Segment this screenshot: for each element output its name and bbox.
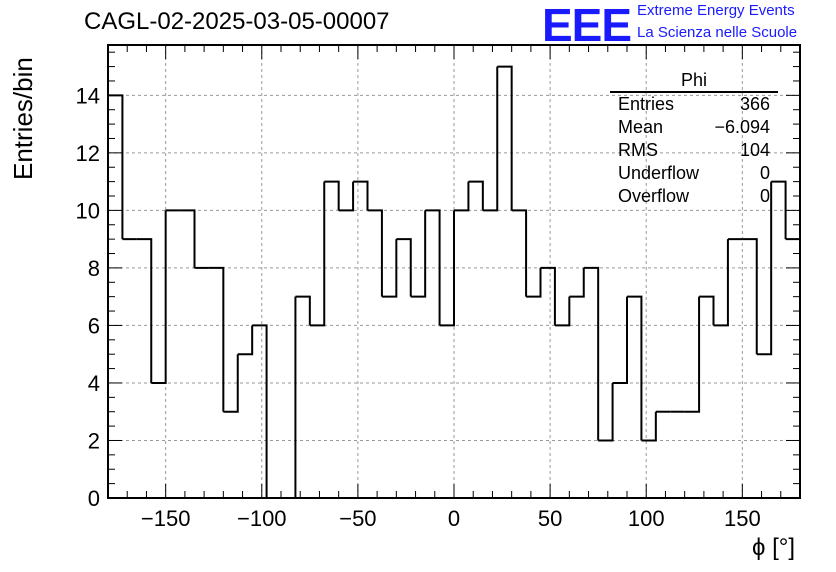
stats-row-entries: Entries 366 — [610, 93, 778, 116]
y-tick-label: 8 — [88, 256, 100, 281]
x-tick-label: −150 — [141, 506, 191, 531]
logo-line-1: Extreme Energy Events — [637, 2, 795, 19]
stats-value: −6.094 — [714, 117, 770, 137]
histogram-bin — [367, 209, 383, 297]
histogram-bin — [627, 295, 643, 441]
histogram-bin — [641, 411, 657, 442]
stats-key: RMS — [618, 140, 658, 160]
stats-value: 104 — [739, 140, 770, 160]
stats-box: Phi Entries 366 Mean −6.094 RMS 104 Unde… — [610, 70, 778, 208]
x-tick-label: −50 — [339, 506, 376, 531]
histogram-bin — [180, 209, 196, 268]
histogram-bin — [338, 181, 355, 212]
y-axis-label: Entries/bin — [8, 57, 38, 180]
y-tick-label: 4 — [88, 371, 100, 396]
stats-value: 366 — [739, 94, 770, 114]
histogram-bin — [295, 295, 311, 326]
tick-labels: −150 −100 −50 0 50 100 150 0 2 4 6 8 10 12 14 — [76, 83, 761, 531]
stats-key: Overflow — [618, 186, 690, 206]
histogram-bin — [468, 180, 484, 211]
stats-title: Phi — [610, 70, 778, 93]
histogram-bin — [540, 266, 556, 326]
logo-line-2: La Scienza nelle Scuole — [637, 24, 798, 41]
histogram-bin — [713, 239, 729, 327]
histogram-bin — [237, 325, 254, 356]
stats-row-overflow: Overflow 0 — [610, 185, 778, 208]
y-tick-label: 12 — [76, 141, 100, 166]
histogram-bin — [309, 181, 326, 327]
histogram-bin — [583, 266, 600, 441]
histogram-bin — [454, 181, 470, 212]
histogram-bin — [497, 65, 513, 211]
histogram-bin — [569, 267, 585, 298]
histogram-bin — [699, 295, 715, 326]
histogram-bin — [482, 66, 499, 212]
x-tick-label: 150 — [724, 506, 761, 531]
stats-key: Underflow — [618, 163, 700, 183]
histogram-bin — [684, 296, 701, 413]
eee-logo: EEE — [542, 0, 632, 51]
histogram-bin — [742, 238, 758, 355]
x-tick-label: 50 — [538, 506, 562, 531]
histogram-bin — [252, 324, 268, 498]
y-tick-label: 2 — [88, 428, 100, 453]
histogram-bin — [381, 239, 398, 298]
histogram-bin — [208, 266, 225, 412]
histogram-bin — [598, 382, 614, 442]
histogram-bin — [136, 238, 153, 383]
histogram-bin — [771, 180, 787, 240]
histogram-bin — [554, 296, 571, 327]
stats-key: Entries — [618, 94, 675, 114]
stats-row-underflow: Underflow 0 — [610, 162, 778, 185]
histogram-bin — [223, 354, 239, 413]
histogram-bin — [439, 210, 455, 327]
stats-row-mean: Mean −6.094 — [610, 116, 778, 139]
histogram-bin — [353, 180, 369, 211]
stats-value: 0 — [759, 163, 770, 183]
stats-key: Mean — [618, 117, 664, 137]
axis-ticks — [108, 45, 800, 498]
histogram-bin — [526, 267, 542, 298]
histogram-bin — [410, 210, 427, 298]
histogram-bin — [511, 209, 528, 297]
histogram-bin — [612, 296, 628, 384]
y-tick-label: 10 — [76, 198, 100, 223]
x-tick-label: −100 — [237, 506, 287, 531]
histogram-bin — [281, 296, 297, 499]
stats-value: 0 — [759, 186, 770, 206]
x-tick-label: 0 — [448, 506, 460, 531]
y-tick-label: 14 — [76, 83, 100, 108]
histogram-bin — [425, 209, 441, 326]
stats-row-rms: RMS 104 — [610, 139, 778, 162]
y-tick-label: 0 — [88, 486, 100, 511]
x-tick-label: 100 — [628, 506, 665, 531]
histogram-bin — [324, 180, 340, 211]
chart-title: CAGL-02-2025-03-05-00007 — [84, 8, 390, 35]
y-tick-label: 6 — [88, 313, 100, 338]
histogram-bin — [151, 210, 167, 384]
x-axis-label: ϕ [°] — [752, 534, 796, 561]
histogram-bin — [396, 238, 412, 297]
histogram-bin — [756, 181, 773, 356]
